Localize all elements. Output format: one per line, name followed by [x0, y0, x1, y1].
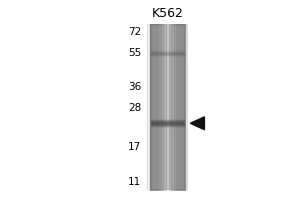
Text: 17: 17 — [128, 142, 141, 152]
Text: K562: K562 — [151, 7, 183, 20]
Text: 28: 28 — [128, 103, 141, 113]
Text: 11: 11 — [128, 177, 141, 187]
Polygon shape — [190, 117, 204, 130]
Bar — [150, 24, 184, 190]
Text: 72: 72 — [128, 27, 141, 37]
Text: 36: 36 — [128, 82, 141, 92]
Text: 55: 55 — [128, 48, 141, 58]
Bar — [147, 24, 188, 190]
